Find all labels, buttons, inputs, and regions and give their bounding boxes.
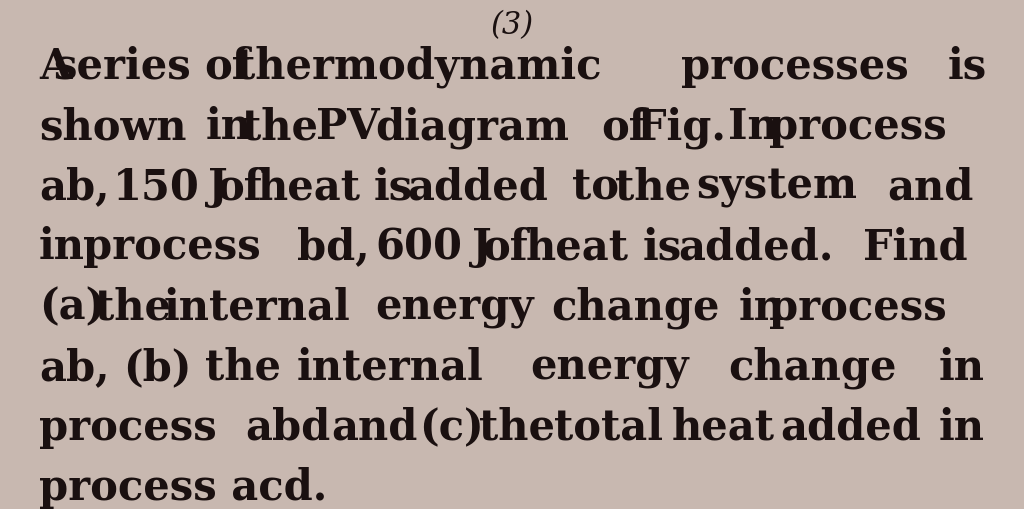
Text: bd,: bd, [297, 226, 370, 268]
Text: of: of [216, 166, 262, 208]
Text: processes: processes [681, 46, 908, 88]
Text: process: process [39, 406, 217, 448]
Text: shown: shown [39, 106, 186, 148]
Text: in: in [939, 346, 985, 388]
Text: in: in [739, 286, 785, 328]
Text: Fig.: Fig. [637, 106, 726, 148]
Text: process: process [83, 226, 261, 268]
Text: In: In [728, 106, 778, 148]
Text: to: to [571, 166, 618, 208]
Text: in: in [39, 226, 85, 268]
Text: system: system [696, 166, 857, 208]
Text: Find: Find [863, 226, 968, 268]
Text: process: process [769, 106, 947, 148]
Text: added: added [408, 166, 548, 208]
Text: and: and [332, 406, 418, 448]
Text: added: added [780, 406, 922, 448]
Text: added.: added. [678, 226, 834, 268]
Text: is: is [643, 226, 682, 268]
Text: change: change [728, 346, 897, 388]
Text: change: change [551, 286, 720, 328]
Text: the: the [205, 346, 281, 388]
Text: PV: PV [316, 106, 380, 148]
Text: is: is [374, 166, 413, 208]
Text: the: the [95, 286, 171, 328]
Text: internal: internal [164, 286, 350, 328]
Text: heat: heat [258, 166, 360, 208]
Text: (c): (c) [420, 406, 484, 448]
Text: of: of [205, 46, 250, 88]
Text: in: in [206, 106, 252, 148]
Text: heat: heat [525, 226, 629, 268]
Text: J: J [472, 226, 492, 268]
Text: 600: 600 [375, 226, 462, 268]
Text: and: and [887, 166, 974, 208]
Text: series: series [53, 46, 191, 88]
Text: the: the [479, 406, 555, 448]
Text: of: of [602, 106, 647, 148]
Text: of: of [482, 226, 527, 268]
Text: in: in [939, 406, 985, 448]
Text: (3): (3) [490, 10, 534, 41]
Text: heat: heat [672, 406, 774, 448]
Text: ab,: ab, [39, 166, 110, 208]
Text: process: process [769, 286, 947, 328]
Text: (b): (b) [123, 346, 191, 388]
Text: ab,: ab, [39, 346, 110, 388]
Text: (a): (a) [39, 286, 105, 328]
Text: the: the [615, 166, 691, 208]
Text: the: the [242, 106, 317, 148]
Text: A: A [39, 46, 72, 88]
Text: thermodynamic: thermodynamic [237, 46, 602, 88]
Text: total: total [554, 406, 664, 448]
Text: J: J [208, 166, 227, 208]
Text: energy: energy [530, 346, 689, 388]
Text: process acd.: process acd. [39, 466, 327, 508]
Text: is: is [948, 46, 987, 88]
Text: energy: energy [376, 286, 535, 328]
Text: abd: abd [245, 406, 330, 448]
Text: internal: internal [296, 346, 483, 388]
Text: diagram: diagram [375, 106, 568, 148]
Text: 150: 150 [113, 166, 200, 208]
